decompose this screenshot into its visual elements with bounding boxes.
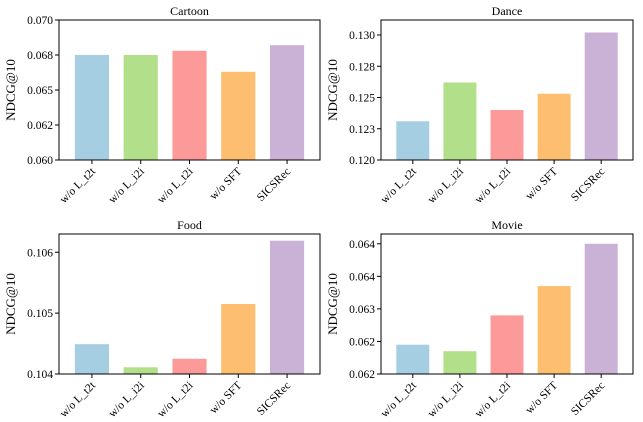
y-tick-label: 0.062 [349,369,375,381]
x-tick-label: w/o L_t2i [155,166,195,206]
chart-panel-dance: Dance NDCG@10 w/o L_t2t w/o L_i2i w/o L_t2i w… [325,4,634,206]
bar-w-o-l-t2i [172,50,207,160]
x-tick-label: w/o L_t2i [473,166,513,206]
y-tick-label: 0.070 [27,15,53,27]
y-tick-label: 0.125 [349,93,375,105]
panel-title: Food [177,218,202,232]
bar-w-o-l-t2i [172,358,207,374]
x-tick-label: w/o L_t2t [379,379,420,420]
x-tick-label: w/o L_i2i [426,380,466,420]
plot-frame [380,19,634,161]
y-tick-label: 0.104 [27,369,53,381]
x-tick-label: w/o SFT [208,380,245,417]
bar-sicsrec [584,32,618,160]
y-tick-label: 0.105 [27,308,53,320]
bar-w-o-sft [221,71,256,160]
x-tick-label: w/o SFT [208,166,245,203]
y-axis-label: NDCG@10 [325,59,340,121]
y-tick-label: 0.064 [349,271,375,283]
x-tick-label: SICSRec [569,380,607,418]
y-tick-label: 0.060 [27,155,53,167]
bar-w-o-l-t2i [490,315,524,374]
plot-frame [58,19,321,161]
x-tick-label: w/o SFT [523,380,560,417]
y-tick-label: 0.128 [349,61,375,73]
plot-frame [380,233,634,375]
y-axis-label: NDCG@10 [3,59,18,121]
x-tick-label: w/o L_i2i [426,166,466,206]
y-tick-label: 0.106 [27,247,53,259]
x-tick-label: SICSRec [569,166,607,204]
y-axis-label: NDCG@10 [325,273,340,335]
bar-w-o-l-i2i [123,367,158,374]
x-tick-label: w/o L_i2i [106,166,146,206]
panel-title: Movie [491,218,522,232]
x-tick-label: w/o L_t2t [58,379,99,420]
y-tick-label: 0.068 [27,50,53,62]
chart-panel-food: Food NDCG@10 w/o L_t2t w/o L_i2i w/o L_t2i w/… [3,218,321,420]
bar-w-o-l-i2i [123,55,158,160]
x-tick-label: SICSRec [255,166,293,204]
bar-w-o-l-t2t [74,55,110,160]
panel-title: Dance [492,4,523,18]
bar-w-o-sft [221,304,256,374]
x-tick-label: w/o SFT [523,166,560,203]
y-tick-label: 0.123 [349,124,375,136]
x-tick-label: SICSRec [255,380,293,418]
bar-sicsrec [584,243,618,374]
y-axis-label: NDCG@10 [3,273,18,335]
x-tick-label: w/o L_t2i [473,380,513,420]
x-tick-label: w/o L_t2t [58,165,99,206]
bar-sicsrec [269,240,305,374]
bar-w-o-l-t2t [74,344,110,374]
panel-title: Cartoon [170,4,209,18]
x-tick-label: w/o L_t2t [379,165,420,206]
bar-w-o-l-i2i [443,351,477,374]
bar-w-o-sft [537,93,571,160]
chart-panel-movie: Movie NDCG@10 w/o L_t2t w/o L_i2i w/o L_t2i w… [325,218,634,420]
y-tick-label: 0.065 [27,85,53,97]
bar-w-o-l-t2t [396,121,430,160]
y-tick-label: 0.130 [349,30,375,42]
x-tick-label: w/o L_t2i [155,380,195,420]
y-tick-label: 0.064 [349,239,375,251]
chart-panel-cartoon: Cartoon NDCG@10 w/o L_t2t w/o L_i2i w/o L_t2… [3,4,321,206]
bar-w-o-sft [537,286,571,374]
plot-frame [58,233,321,375]
bar-w-o-l-i2i [443,82,477,160]
y-tick-label: 0.120 [349,155,375,167]
bar-w-o-l-t2t [396,344,430,374]
x-tick-label: w/o L_i2i [106,380,146,420]
y-tick-label: 0.063 [349,304,375,316]
y-tick-label: 0.062 [27,120,53,132]
bar-sicsrec [269,45,305,161]
bar-w-o-l-t2i [490,110,524,160]
y-tick-label: 0.062 [349,336,375,348]
